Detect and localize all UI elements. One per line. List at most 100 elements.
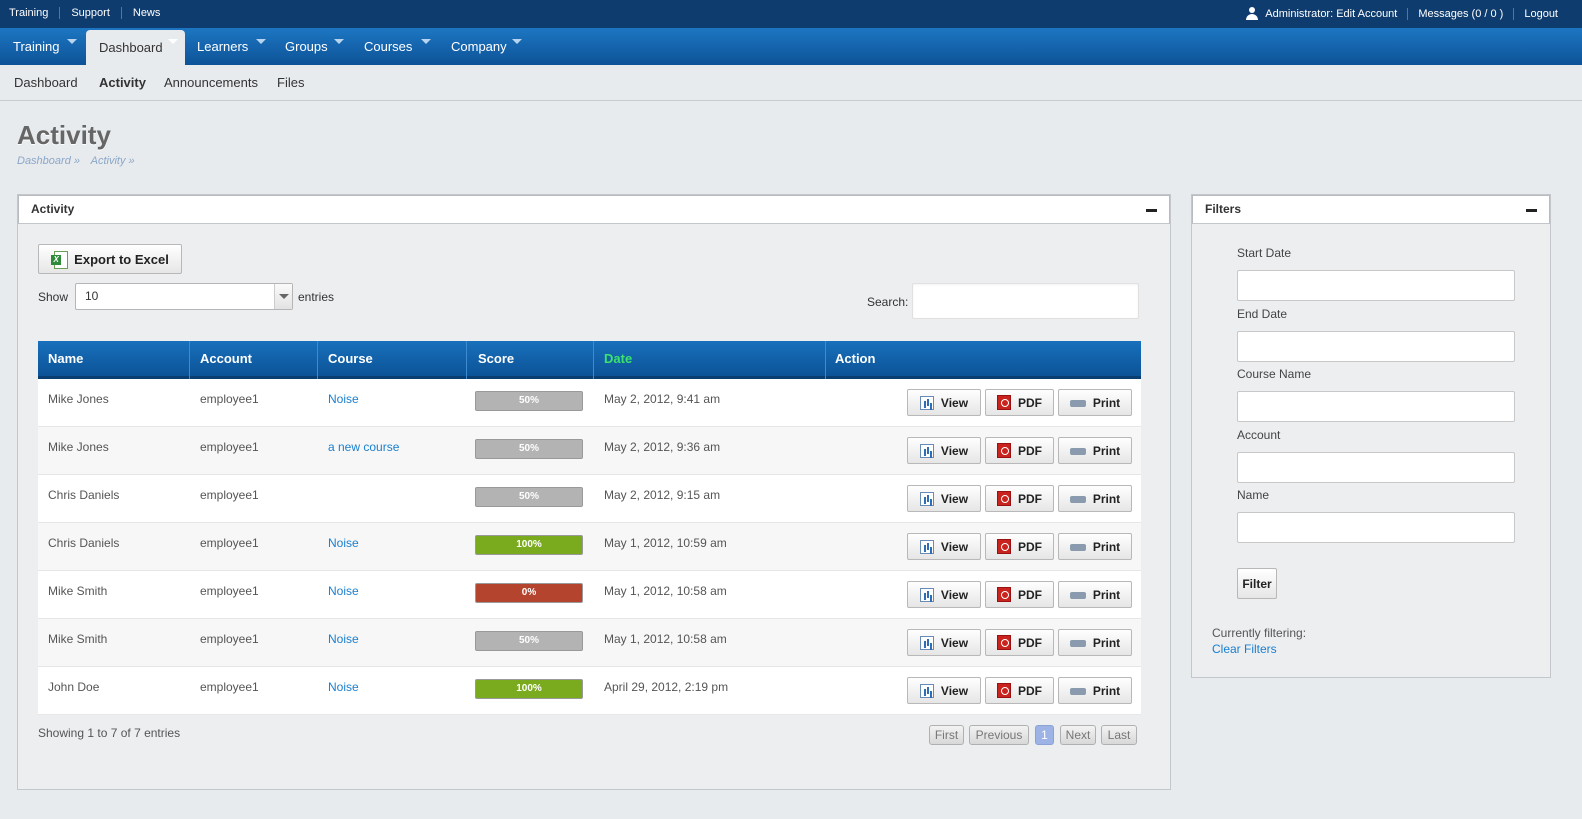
score-badge: 100% [475,535,583,555]
print-button[interactable]: Print [1058,677,1132,704]
row-course-link[interactable]: Noise [328,392,359,406]
view-button[interactable]: View [907,533,981,560]
column-header-account[interactable]: Account [200,351,252,366]
filters-panel: Filters Start Date End Date Course Name … [1191,194,1551,678]
view-button-label: View [940,539,969,554]
filter-button[interactable]: Filter [1237,568,1277,599]
nav-item-groups[interactable]: Groups [272,28,350,65]
view-button[interactable]: View [907,437,981,464]
logout-link[interactable]: Logout [1513,7,1568,20]
utility-link-training[interactable]: Training [9,7,49,19]
subnav-item-announcements[interactable]: Announcements [164,75,258,90]
view-button[interactable]: View [907,677,981,704]
nav-item-label: Courses [364,39,413,54]
pdf-button[interactable]: PDF [985,629,1054,656]
print-button[interactable]: Print [1058,629,1132,656]
page-title: Activity [17,120,111,150]
row-course-link[interactable]: Noise [328,680,359,694]
utility-link-news[interactable]: News [120,7,172,19]
start-date-field[interactable] [1237,270,1515,301]
chevron-down-icon[interactable] [274,284,292,309]
nav-item-label: Groups [285,39,328,54]
printer-icon [1069,636,1086,651]
chevron-down-icon[interactable] [334,39,344,44]
row-course-link[interactable]: Noise [328,632,359,646]
filters-panel-title: Filters [1205,202,1242,216]
pdf-button[interactable]: PDF [985,581,1054,608]
print-button[interactable]: Print [1058,485,1132,512]
column-divider [593,341,594,379]
clear-filters-link[interactable]: Clear Filters [1212,642,1277,656]
row-date: May 1, 2012, 10:58 am [604,584,727,598]
pagination-previous[interactable]: Previous [969,725,1029,745]
print-button[interactable]: Print [1058,581,1132,608]
nav-item-dashboard[interactable]: Dashboard [86,30,185,65]
nav-item-company[interactable]: Company [438,28,530,65]
pdf-button[interactable]: PDF [985,437,1054,464]
minimize-icon[interactable] [1526,209,1537,212]
table-row: Mike Jones employee1 Noise 50% May 2, 2012, … [38,379,1141,427]
pagination-next[interactable]: Next [1060,725,1096,745]
print-button[interactable]: Print [1058,389,1132,416]
breadcrumb-activity[interactable]: Activity » [90,155,135,167]
chevron-down-icon[interactable] [421,39,431,44]
print-button-label: Print [1092,443,1121,458]
chart-icon [919,683,934,698]
course-name-field[interactable] [1237,391,1515,422]
minimize-icon[interactable] [1146,209,1157,212]
name-field[interactable] [1237,512,1515,543]
pagination-page-1[interactable]: 1 [1035,725,1054,745]
view-button-label: View [940,683,969,698]
chevron-down-icon[interactable] [256,39,266,44]
pdf-button[interactable]: PDF [985,677,1054,704]
table-row: Mike Smith employee1 Noise 0% May 1, 2012, 1… [38,571,1141,619]
column-header-score[interactable]: Score [478,351,515,366]
pdf-icon [997,587,1011,602]
nav-item-learners[interactable]: Learners [184,28,272,65]
score-badge: 50% [475,439,583,459]
pdf-button[interactable]: PDF [985,389,1054,416]
account-field[interactable] [1237,452,1515,483]
nav-item-courses[interactable]: Courses [351,28,435,65]
pdf-button-label: PDF [1018,539,1042,554]
chart-icon [919,635,934,650]
pagination-first[interactable]: First [929,725,964,745]
row-course-link[interactable]: Noise [328,536,359,550]
view-button[interactable]: View [907,581,981,608]
row-account: employee1 [200,584,259,598]
utility-link-support[interactable]: Support [59,7,121,19]
chevron-down-icon[interactable] [168,39,178,44]
view-button[interactable]: View [907,485,981,512]
row-course-link[interactable]: a new course [328,440,400,454]
end-date-field[interactable] [1237,331,1515,362]
column-header-date[interactable]: Date [604,351,633,366]
edit-account-link[interactable]: Administrator: Edit Account [1236,7,1407,20]
chevron-down-icon[interactable] [67,39,77,44]
view-button[interactable]: View [907,629,981,656]
subnav-item-activity[interactable]: Activity [99,75,146,90]
search-input[interactable] [912,283,1139,319]
column-header-course[interactable]: Course [328,351,373,366]
column-header-name[interactable]: Name [48,351,84,366]
print-button[interactable]: Print [1058,533,1132,560]
pdf-button[interactable]: PDF [985,533,1054,560]
pdf-button-label: PDF [1018,635,1042,650]
subnav-item-files[interactable]: Files [277,75,305,90]
pagination-last[interactable]: Last [1101,725,1137,745]
entries-select[interactable]: 10 [75,283,293,310]
pdf-icon [997,539,1011,554]
export-excel-button[interactable]: Export to Excel [38,244,182,274]
view-button[interactable]: View [907,389,981,416]
row-account: employee1 [200,632,259,646]
row-course-link[interactable]: Noise [328,584,359,598]
row-name: John Doe [48,680,100,694]
nav-item-training[interactable]: Training [0,28,85,65]
breadcrumb-dashboard[interactable]: Dashboard » [17,155,80,167]
pdf-button-label: PDF [1018,395,1042,410]
print-button[interactable]: Print [1058,437,1132,464]
subnav-item-dashboard[interactable]: Dashboard [14,75,78,90]
pdf-button[interactable]: PDF [985,485,1054,512]
chart-icon [919,443,934,458]
messages-link[interactable]: Messages (0 / 0 ) [1407,7,1513,20]
chevron-down-icon[interactable] [512,39,522,44]
